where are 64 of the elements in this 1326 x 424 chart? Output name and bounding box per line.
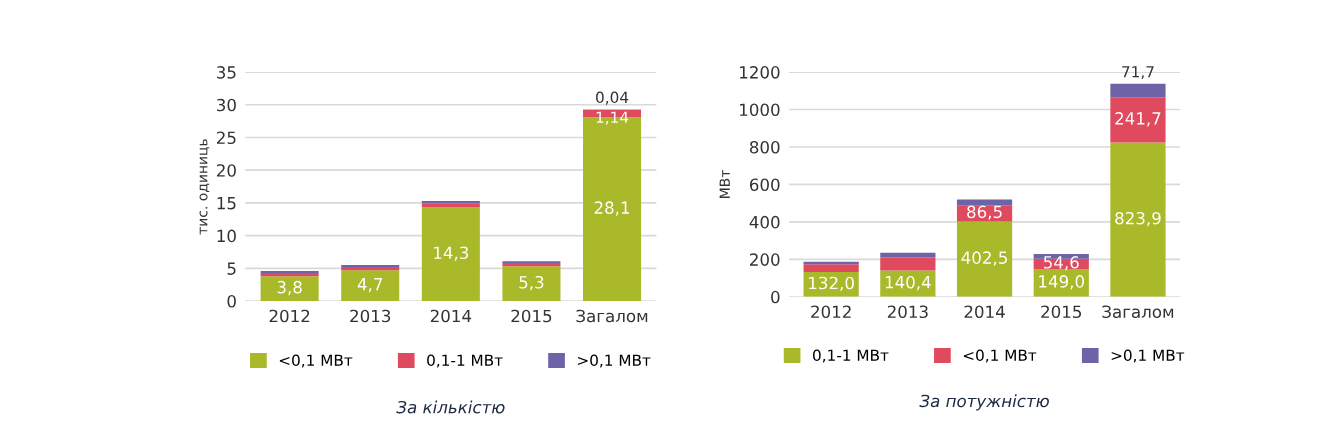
data-label: 140,4 <box>885 275 931 291</box>
bar <box>502 266 561 302</box>
bar <box>1110 97 1166 143</box>
data-label: 14,3 <box>434 246 469 261</box>
legend-label: 0,1-1 МВт <box>812 349 889 363</box>
y-tick-label: 600 <box>749 178 780 192</box>
data-label: 86,5 <box>967 205 1002 220</box>
data-label: 28,1 <box>594 201 630 216</box>
y-axis-title: тис. одиниць <box>199 139 210 235</box>
y-tick-label: 1200 <box>740 66 780 79</box>
data-label: 1,14 <box>596 111 629 125</box>
y-tick-label: 10 <box>217 229 236 243</box>
data-label: 149,0 <box>1039 275 1085 290</box>
y-axis-title: МВт <box>719 170 730 198</box>
data-label: 241,7 <box>1115 112 1161 127</box>
x-tick-label: 2013 <box>887 305 928 319</box>
y-tick-label: 0 <box>227 295 236 308</box>
bar <box>260 276 319 302</box>
x-tick-label: 2014 <box>964 305 1005 319</box>
legend-label: 0,1-1 МВт <box>427 354 503 368</box>
bar <box>880 257 936 271</box>
bar <box>341 267 400 271</box>
data-label: 4,7 <box>357 278 383 293</box>
x-tick-label: 2012 <box>811 305 851 319</box>
data-label: 54,6 <box>1043 256 1079 271</box>
legend-label: >0,1 МВт <box>1111 349 1185 363</box>
y-tick-label: 30 <box>217 98 236 112</box>
x-tick-label: 2013 <box>350 309 391 323</box>
y-tick-label: 800 <box>749 140 780 154</box>
x-tick-label: 2015 <box>1041 305 1082 319</box>
y-tick-label: 35 <box>217 66 236 79</box>
bar <box>421 200 480 204</box>
y-tick-label: 0 <box>771 290 780 304</box>
text: За потужністю <box>919 394 1049 411</box>
bar <box>1110 142 1166 297</box>
bar <box>803 264 859 273</box>
y-tick-label: 25 <box>216 131 236 145</box>
data-label: 132,0 <box>809 276 854 291</box>
bar <box>421 207 480 302</box>
data-label: 3,8 <box>277 280 302 296</box>
x-tick-label: 2014 <box>430 309 472 323</box>
legend-label: <0,1 МВт <box>279 354 353 368</box>
bar <box>1110 83 1166 98</box>
y-tick-label: 200 <box>750 253 780 266</box>
bar <box>956 221 1013 297</box>
x-tick-label: 2012 <box>269 309 310 323</box>
y-tick-label: 20 <box>216 164 236 177</box>
x-tick-label: 2015 <box>511 309 552 323</box>
data-label: 71,7 <box>1122 66 1154 80</box>
bar <box>341 270 400 302</box>
data-label: 0,04 <box>596 91 629 105</box>
x-tick-label: Загалом <box>1102 305 1174 319</box>
x-tick-label: Загалом <box>576 309 648 323</box>
y-tick-label: 15 <box>217 197 236 210</box>
legend-label: >0,1 МВт <box>578 354 651 368</box>
y-tick-label: 5 <box>227 262 236 275</box>
bar <box>260 272 319 277</box>
data-label: 402,5 <box>961 251 1007 266</box>
data-label: 5,3 <box>519 275 544 291</box>
text: За кількістю <box>396 400 505 414</box>
y-tick-label: 400 <box>749 215 780 229</box>
data-label: 823,9 <box>1115 211 1161 227</box>
legend-label: <0,1 МВт <box>963 349 1037 363</box>
y-tick-label: 1000 <box>740 103 780 117</box>
